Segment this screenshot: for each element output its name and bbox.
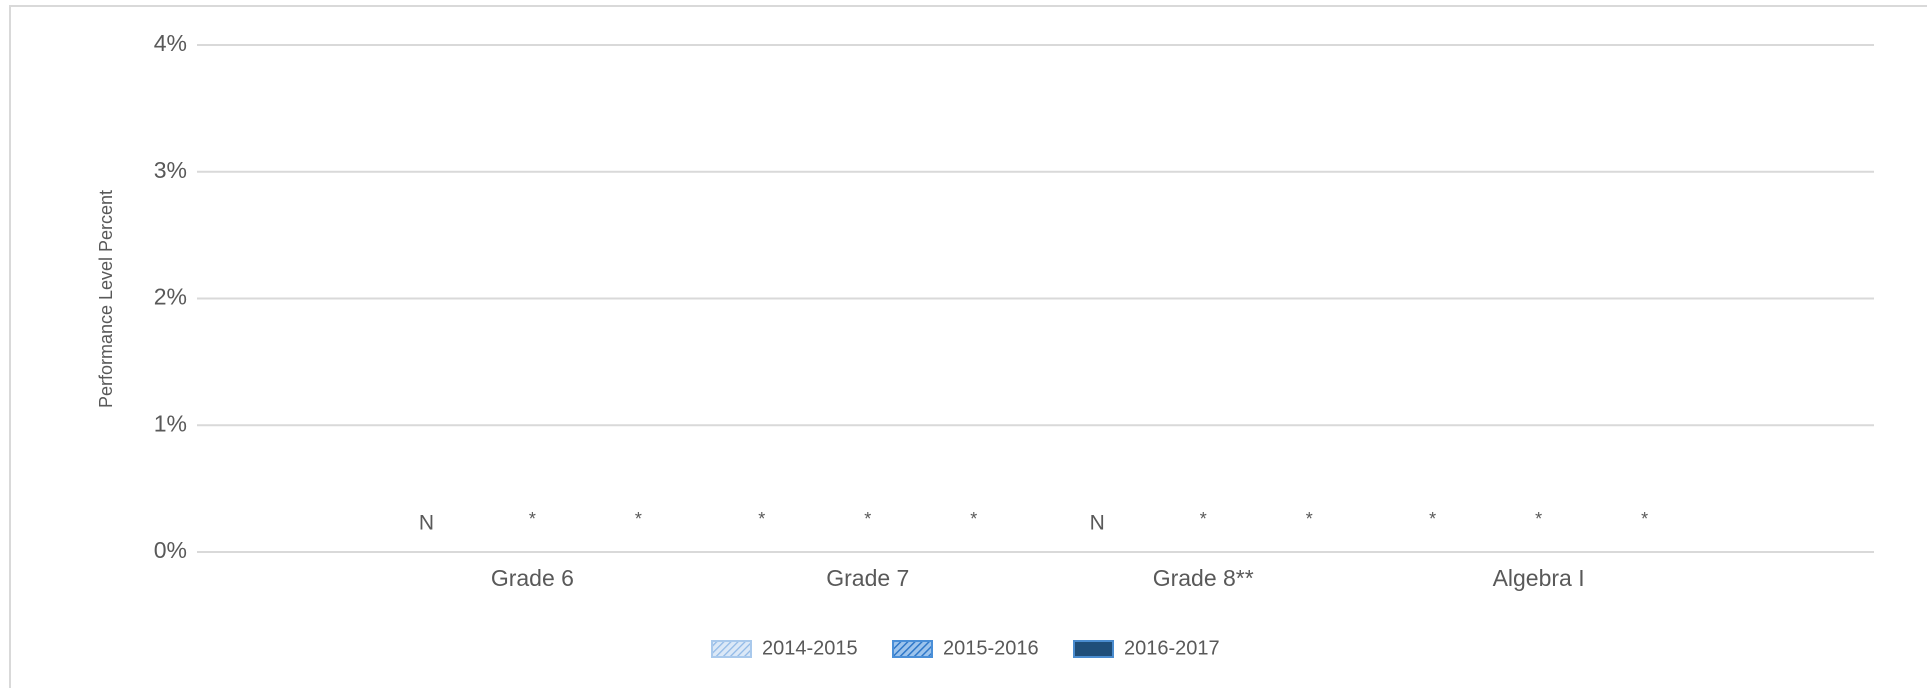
value-label: * (864, 509, 871, 529)
value-label: * (1429, 509, 1436, 529)
y-tick-label: 4% (154, 30, 187, 56)
value-label: * (1200, 509, 1207, 529)
legend-swatch (1073, 640, 1114, 658)
y-tick-label: 0% (154, 537, 187, 563)
x-tick-label: Grade 8** (1153, 565, 1254, 591)
value-label: * (635, 509, 642, 529)
x-tick-label: Grade 6 (491, 565, 574, 591)
legend-label: 2016-2017 (1124, 637, 1220, 659)
y-tick-label: 2% (154, 284, 187, 310)
value-label: * (970, 509, 977, 529)
value-label: * (758, 509, 765, 529)
value-label: * (1641, 509, 1648, 529)
value-label: N (419, 512, 434, 535)
legend-swatch (711, 640, 752, 658)
value-label: N (1090, 512, 1105, 535)
legend-label: 2014-2015 (762, 637, 858, 659)
value-label: * (1535, 509, 1542, 529)
y-tick-label: 3% (154, 157, 187, 183)
legend-label: 2015-2016 (943, 637, 1039, 659)
value-label: * (529, 509, 536, 529)
frame (9, 5, 1927, 688)
x-tick-label: Algebra I (1493, 565, 1585, 591)
y-tick-label: 1% (154, 410, 187, 436)
y-axis-title: Performance Level Percent (96, 190, 116, 408)
legend-swatch (892, 640, 933, 658)
x-tick-label: Grade 7 (826, 565, 909, 591)
value-label: * (1306, 509, 1313, 529)
